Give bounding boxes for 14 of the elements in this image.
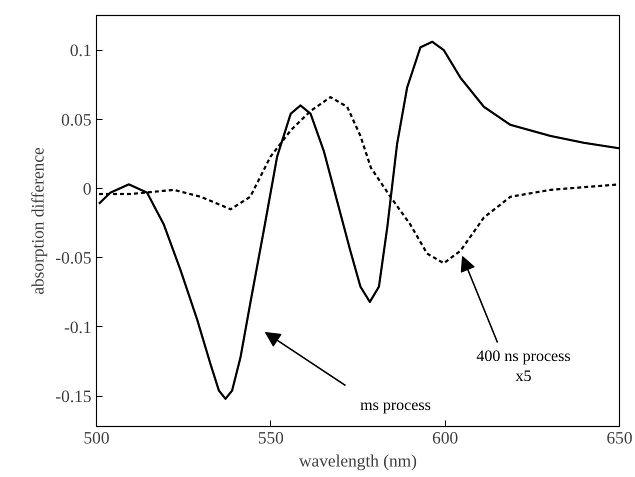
annotation: 400 ns process x5 [476, 348, 571, 386]
y-tick-label: -0.05 [55, 248, 92, 268]
x-tick-label: 600 [432, 428, 458, 448]
x-tick-label: 650 [606, 428, 633, 448]
x-axis-title: wavelength (nm) [299, 452, 418, 470]
y-tick-label: 0.1 [70, 41, 92, 60]
y-axis-title: absorption difference [28, 146, 48, 295]
y-tick-label: -0.15 [55, 387, 92, 406]
y-tick-label: 0 [82, 179, 92, 198]
annotation: ms process [360, 397, 431, 414]
y-tick-label: 0.05 [61, 110, 92, 130]
x-tick-label: 500 [84, 428, 110, 448]
y-tick-label: -0.1 [64, 318, 92, 337]
x-tick-label: 550 [258, 428, 284, 448]
